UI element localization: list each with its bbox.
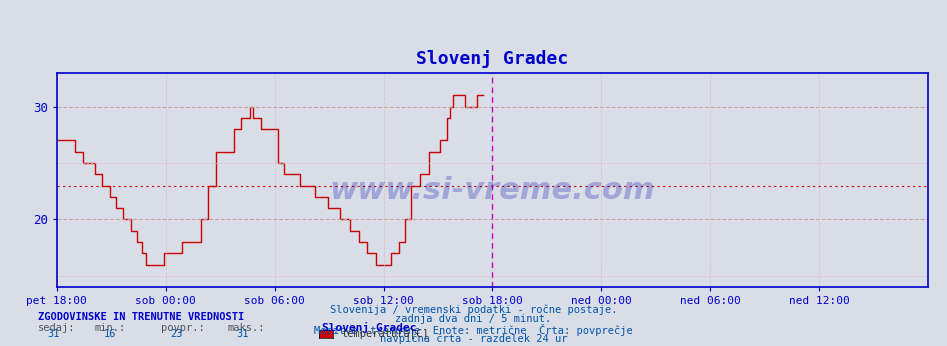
Text: min.:: min.: (95, 323, 126, 333)
Text: Meritve: trenutne  Enote: metrične  Črta: povprečje: Meritve: trenutne Enote: metrične Črta: … (314, 324, 633, 336)
Text: 16: 16 (104, 329, 116, 339)
Text: 31: 31 (237, 329, 249, 339)
Title: Slovenj Gradec: Slovenj Gradec (417, 50, 568, 68)
Text: temperatura[C]: temperatura[C] (341, 329, 428, 339)
Text: Slovenj Gradec: Slovenj Gradec (322, 322, 417, 333)
Text: Slovenija / vremenski podatki - ročne postaje.: Slovenija / vremenski podatki - ročne po… (330, 304, 617, 315)
Text: maks.:: maks.: (227, 323, 265, 333)
Text: 23: 23 (170, 329, 183, 339)
Text: 31: 31 (47, 329, 60, 339)
Text: zadnja dva dni / 5 minut.: zadnja dva dni / 5 minut. (396, 314, 551, 324)
Text: www.si-vreme.com: www.si-vreme.com (330, 176, 655, 205)
Text: ZGODOVINSKE IN TRENUTNE VREDNOSTI: ZGODOVINSKE IN TRENUTNE VREDNOSTI (38, 312, 244, 322)
Text: povpr.:: povpr.: (161, 323, 205, 333)
Text: sedaj:: sedaj: (38, 323, 76, 333)
Text: navpična črta - razdelek 24 ur: navpična črta - razdelek 24 ur (380, 334, 567, 344)
